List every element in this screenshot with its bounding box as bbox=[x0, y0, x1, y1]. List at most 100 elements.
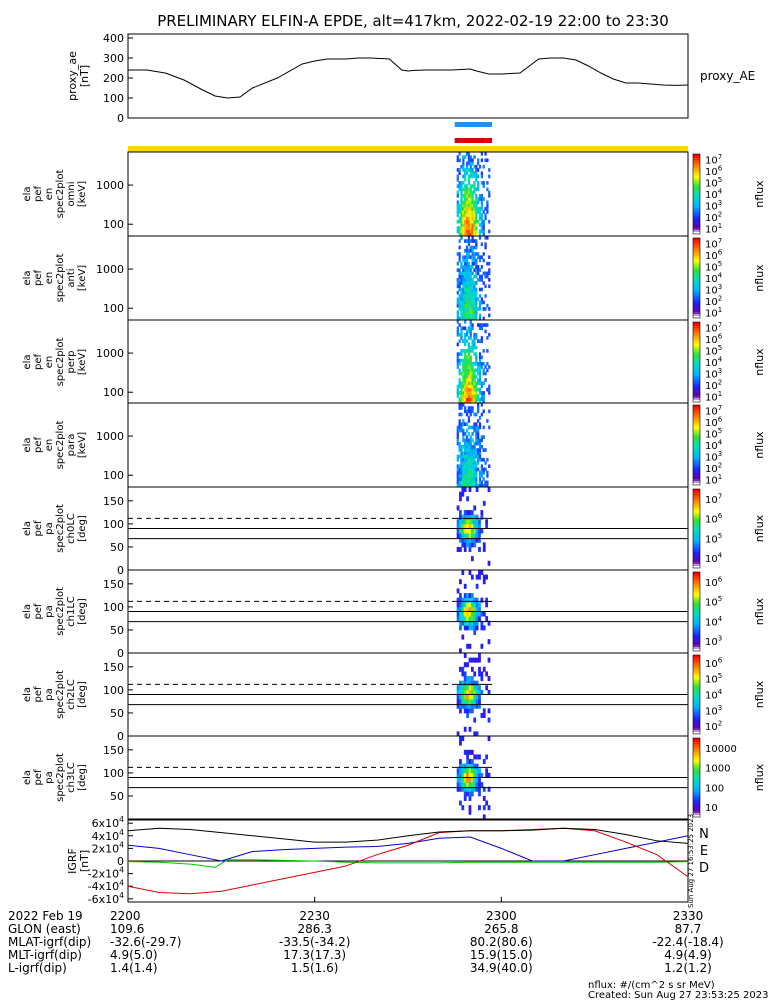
pitch-cell bbox=[475, 777, 479, 783]
spectrogram-cell bbox=[464, 229, 467, 234]
pitch-cell bbox=[475, 611, 479, 617]
pitch-cell bbox=[470, 786, 474, 792]
pitch-cell bbox=[466, 689, 469, 695]
pitch-cell bbox=[466, 643, 469, 649]
spectrogram-cell bbox=[469, 287, 472, 292]
spectrogram-cell bbox=[464, 355, 467, 360]
spectrogram-cell bbox=[465, 226, 469, 230]
colorbar-cell bbox=[693, 538, 700, 541]
colorbar-cell bbox=[693, 795, 700, 798]
spectrogram-cell bbox=[467, 219, 471, 224]
spectrogram-cell bbox=[460, 200, 463, 205]
colorbar-cell bbox=[693, 459, 700, 462]
spectrogram-cell bbox=[473, 187, 476, 192]
spectrogram-cell bbox=[477, 362, 480, 366]
pitch-cell bbox=[478, 616, 481, 622]
spectrogram-cell bbox=[458, 281, 461, 285]
pitch-cell bbox=[468, 533, 472, 539]
colorbar-cell bbox=[693, 807, 700, 810]
pitch-cell bbox=[473, 763, 477, 769]
spectrogram-cell bbox=[480, 197, 483, 201]
spectrogram-background bbox=[128, 152, 688, 236]
spectrogram-cell bbox=[469, 362, 472, 366]
colorbar-cell bbox=[693, 803, 700, 806]
spectrogram-cell bbox=[464, 210, 467, 214]
spectrogram-cell bbox=[488, 384, 491, 389]
spectrogram-cell bbox=[460, 316, 463, 321]
spectrogram-cell bbox=[475, 200, 478, 205]
pitch-cell bbox=[478, 699, 481, 705]
colorbar-cell bbox=[693, 554, 700, 557]
colorbar-cell bbox=[693, 546, 700, 549]
pitch-cell bbox=[459, 685, 462, 691]
spectrogram-cell bbox=[484, 294, 487, 298]
pitch-cell bbox=[482, 625, 486, 631]
spectrogram-cell bbox=[467, 252, 471, 256]
spectrogram-cell bbox=[460, 265, 463, 269]
pitch-cell bbox=[459, 786, 462, 792]
pitch-cell bbox=[478, 546, 481, 552]
spectrogram-cell bbox=[465, 194, 469, 198]
spectrogram-cell bbox=[460, 387, 463, 392]
colorbar-cell bbox=[693, 174, 700, 177]
spectrogram-cell bbox=[471, 454, 474, 459]
pitch-cell bbox=[466, 533, 469, 539]
spectrogram-cell bbox=[456, 457, 459, 462]
spectrogram-cell bbox=[467, 368, 471, 373]
spectrogram-cell bbox=[467, 358, 471, 363]
spectrogram-cell bbox=[456, 229, 459, 234]
spectrogram-cell bbox=[458, 422, 461, 427]
colorbar-tick-label: 105 bbox=[705, 427, 722, 441]
spectrogram-cell bbox=[475, 297, 478, 302]
spectrogram-cell bbox=[480, 365, 483, 369]
colorbar-cell bbox=[693, 629, 700, 632]
spectrogram-cell bbox=[467, 454, 471, 459]
spectrogram-cell bbox=[471, 194, 474, 198]
pitch-cell bbox=[470, 657, 474, 663]
spectrogram-cell bbox=[486, 349, 489, 353]
colorbar-cell bbox=[693, 698, 700, 702]
colorbar-tick-label: 103 bbox=[705, 635, 722, 649]
panel-ylabel: ela bbox=[22, 186, 33, 201]
panel-ylabel: spec2plot bbox=[55, 338, 66, 387]
colorbar-cell bbox=[693, 524, 700, 528]
spectrogram-cell bbox=[471, 480, 474, 485]
panel-ylabel: ela bbox=[22, 354, 33, 369]
panel-ylabel: spec2plot bbox=[55, 753, 66, 802]
colorbar-cell bbox=[693, 312, 700, 315]
colorbar-cell bbox=[693, 609, 700, 613]
panel-ylabel: en bbox=[44, 272, 55, 285]
colorbar-label: nflux bbox=[753, 514, 766, 542]
pitch-cell bbox=[466, 768, 469, 774]
panel-ylabel: ela bbox=[22, 770, 33, 785]
spectrogram-cell bbox=[480, 265, 483, 269]
spectrogram-cell bbox=[469, 368, 472, 373]
spectrogram-cell bbox=[477, 184, 480, 188]
ephemeris-value: 17.3(17.3) bbox=[283, 948, 346, 962]
spectrogram-cell bbox=[467, 352, 471, 356]
spectrogram-cell bbox=[469, 349, 472, 353]
spectrogram-cell bbox=[467, 232, 471, 237]
colorbar-cell bbox=[693, 605, 700, 609]
pitch-cell bbox=[470, 556, 474, 562]
spectrogram-cell bbox=[475, 470, 478, 475]
colorbar-label: nflux bbox=[753, 763, 766, 791]
pitch-cell bbox=[459, 763, 462, 769]
spectrogram-cell bbox=[458, 187, 461, 192]
pitch-cell bbox=[466, 754, 469, 760]
spectrogram-cell bbox=[460, 474, 463, 478]
colorbar-cell bbox=[693, 749, 700, 753]
colorbar-cell bbox=[693, 692, 700, 696]
colorbar-tick-label: 104 bbox=[705, 615, 723, 629]
igrf-ylabel: [nT] bbox=[78, 850, 91, 872]
spectrogram-cell bbox=[464, 365, 467, 369]
spectrogram-cell bbox=[467, 158, 471, 163]
spectrogram-cell bbox=[475, 381, 478, 386]
spectrogram-cell bbox=[464, 155, 467, 159]
colorbar-cell bbox=[693, 789, 700, 792]
spectrogram-cell bbox=[465, 339, 469, 344]
colorbar-cell bbox=[693, 479, 700, 482]
pitch-cell bbox=[468, 542, 472, 548]
spectrogram-cell bbox=[464, 480, 467, 485]
